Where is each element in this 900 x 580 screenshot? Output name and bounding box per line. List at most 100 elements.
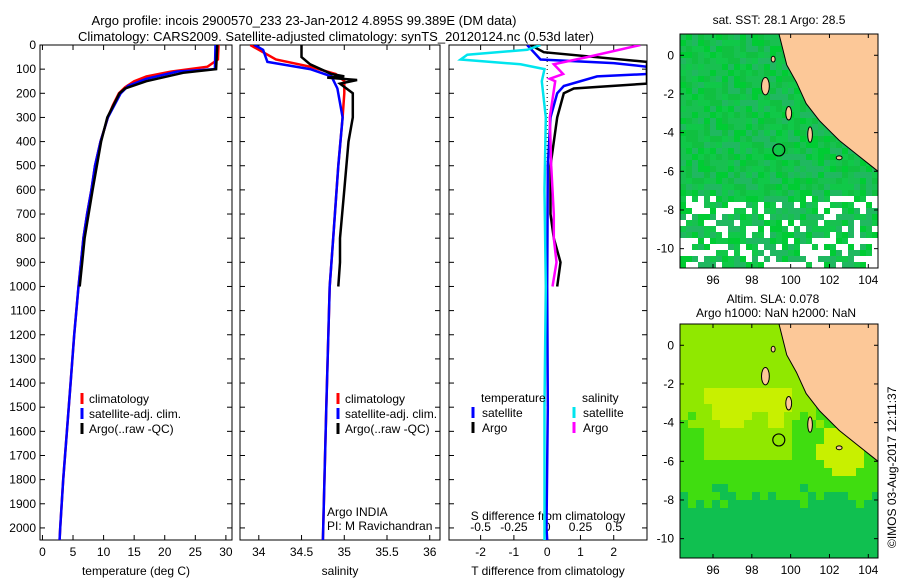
map-cell: [728, 524, 736, 532]
map-cell: [776, 202, 782, 208]
map-cell: [704, 190, 710, 196]
map-cell: [680, 232, 686, 238]
map-cell: [768, 372, 776, 380]
map-cell: [746, 166, 752, 172]
map-cell: [768, 332, 776, 340]
map-cell: [746, 106, 752, 112]
map-cell: [788, 76, 794, 82]
island: [835, 155, 843, 161]
map-cell: [824, 548, 832, 556]
map-cell: [816, 420, 824, 428]
map-cell: [776, 166, 782, 172]
map-cell: [712, 340, 720, 348]
map-cell: [736, 396, 744, 404]
map-cell: [860, 238, 866, 244]
map-cell: [744, 380, 752, 388]
map-cell: [864, 516, 872, 524]
map-cell: [688, 500, 696, 508]
map-cell: [860, 220, 866, 226]
map-cell: [760, 396, 768, 404]
map-cell: [776, 142, 782, 148]
map-cell: [768, 436, 776, 444]
map-cell: [728, 52, 734, 58]
map-cell: [752, 356, 760, 364]
x-tick-label: 25: [189, 545, 203, 559]
map-cell: [716, 166, 722, 172]
map-cell: [794, 148, 800, 154]
map-cell: [746, 190, 752, 196]
map-cell: [704, 524, 712, 532]
map-cell: [704, 508, 712, 516]
map-cell: [728, 160, 734, 166]
map-cell: [776, 184, 782, 190]
map-cell: [812, 118, 818, 124]
map-cell: [770, 94, 776, 100]
map-cell: [800, 160, 806, 166]
map-cell: [728, 256, 734, 262]
map-cell: [794, 220, 800, 226]
map-cell: [728, 420, 736, 428]
map-cell: [722, 88, 728, 94]
map-cell: [752, 154, 758, 160]
map-cell: [728, 244, 734, 250]
map-cell: [712, 500, 720, 508]
legend-label: climatology: [345, 392, 405, 406]
map-cell: [728, 40, 734, 46]
map-cell: [692, 190, 698, 196]
profile-panel-difference: -2 -1 0 1 2T difference from climatology-0.5…: [448, 44, 648, 578]
map-cell: [764, 100, 770, 106]
map-cell: [784, 460, 792, 468]
map-cell: [788, 220, 794, 226]
map-cell: [832, 516, 840, 524]
map-cell: [680, 516, 688, 524]
map-cell: [746, 178, 752, 184]
map-cell: [728, 202, 734, 208]
map-cell: [758, 94, 764, 100]
map-cell: [728, 94, 734, 100]
map-cell: [782, 160, 788, 166]
map-cell: [704, 324, 712, 332]
map-cell: [744, 484, 752, 492]
map-cell: [830, 220, 836, 226]
map-cell: [872, 238, 878, 244]
map-cell: [782, 64, 788, 70]
map-cell: [800, 226, 806, 232]
map-cell: [782, 262, 788, 268]
map-cell: [716, 208, 722, 214]
map-cell: [704, 130, 710, 136]
map-cell: [734, 178, 740, 184]
map-cell: [704, 40, 710, 46]
map-cell: [782, 172, 788, 178]
map-cell: [776, 332, 784, 340]
map-cell: [686, 238, 692, 244]
map-cell: [872, 484, 878, 492]
y-tick-label: 1100: [10, 304, 36, 318]
map-cell: [794, 208, 800, 214]
map-cell: [728, 142, 734, 148]
map-cell: [816, 540, 824, 548]
map-cell: [722, 196, 728, 202]
map-cell: [704, 420, 712, 428]
map-cell: [698, 118, 704, 124]
map-cell: [720, 452, 728, 460]
map-cell: [680, 238, 686, 244]
map-cell: [740, 208, 746, 214]
map-cell: [704, 178, 710, 184]
map-cell: [764, 166, 770, 172]
map-cell: [794, 244, 800, 250]
map-cell: [746, 172, 752, 178]
map-cell: [872, 476, 878, 484]
map-cell: [752, 106, 758, 112]
map-cell: [800, 516, 808, 524]
map-cell: [764, 154, 770, 160]
map-cell: [824, 540, 832, 548]
map-cell: [816, 460, 824, 468]
map-cell: [808, 452, 816, 460]
series-line-satellite-adj-clim-: [253, 45, 344, 540]
map-cell: [698, 220, 704, 226]
map-cell: [782, 190, 788, 196]
map-cell: [794, 88, 800, 94]
map-cell: [692, 184, 698, 190]
map-cell: [848, 468, 856, 476]
map-cell: [710, 184, 716, 190]
